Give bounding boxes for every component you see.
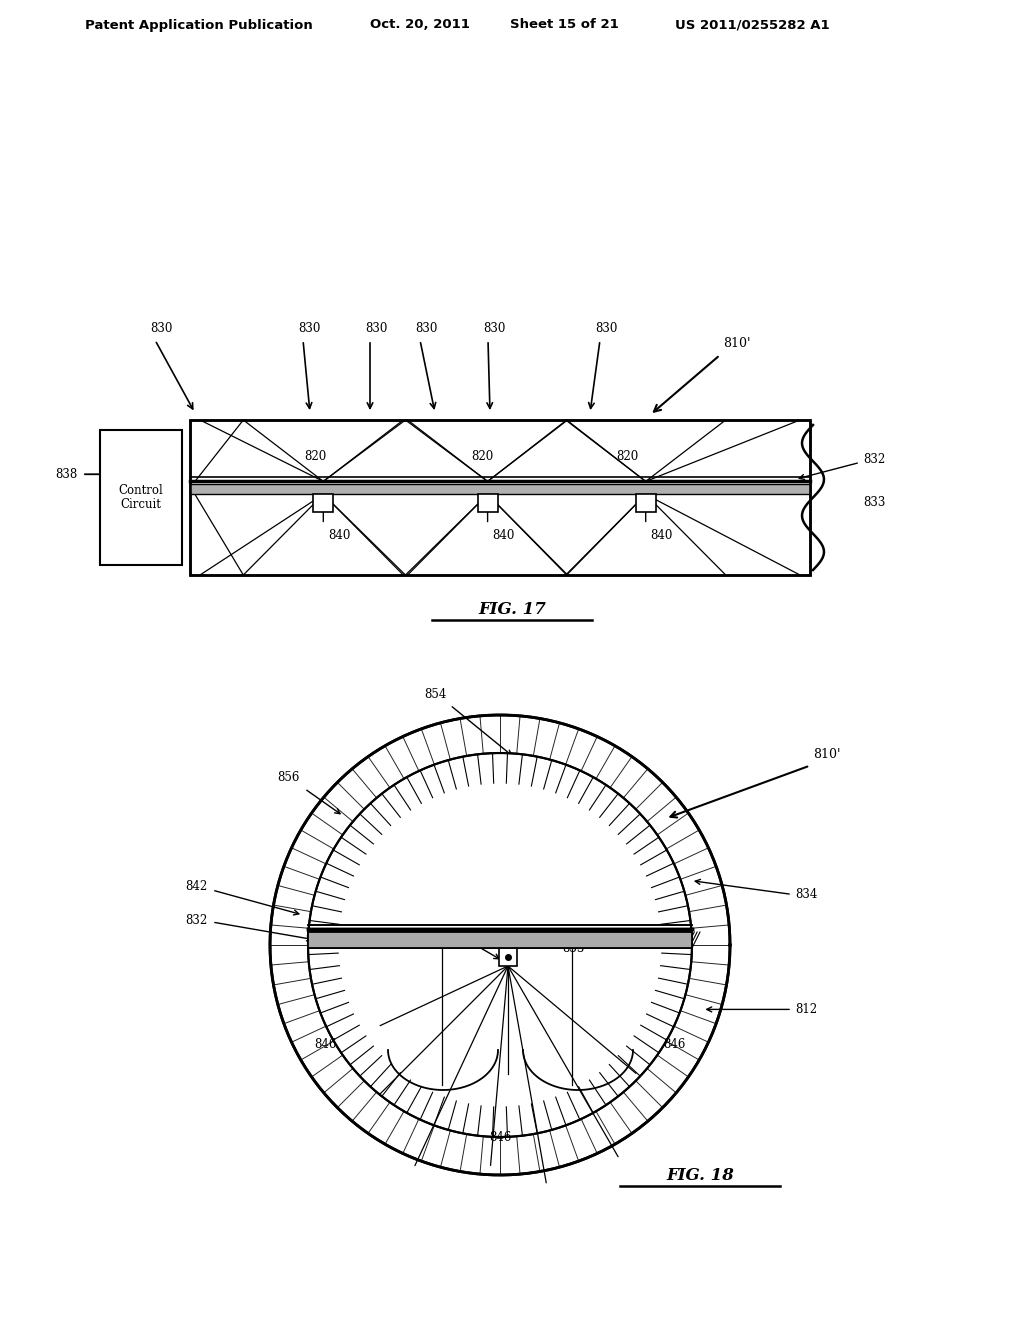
Text: 833: 833 bbox=[863, 496, 886, 510]
Text: Patent Application Publication: Patent Application Publication bbox=[85, 18, 312, 32]
Bar bbox=[477, 495, 498, 512]
Text: Oct. 20, 2011: Oct. 20, 2011 bbox=[370, 18, 470, 32]
Text: 840: 840 bbox=[650, 529, 673, 543]
Text: US 2011/0255282 A1: US 2011/0255282 A1 bbox=[675, 18, 829, 32]
Text: 833: 833 bbox=[562, 941, 585, 954]
Text: FIG. 17: FIG. 17 bbox=[478, 602, 546, 619]
Text: 830: 830 bbox=[150, 322, 172, 335]
Polygon shape bbox=[308, 752, 692, 945]
Text: 846: 846 bbox=[314, 1039, 337, 1052]
Text: 838: 838 bbox=[55, 467, 78, 480]
Text: 820: 820 bbox=[522, 933, 544, 946]
Text: 832: 832 bbox=[185, 913, 208, 927]
Text: 810': 810' bbox=[813, 748, 841, 762]
Bar bbox=[190, 484, 810, 495]
Bar bbox=[308, 932, 692, 948]
Text: 840: 840 bbox=[493, 529, 515, 543]
Text: 846: 846 bbox=[488, 1131, 511, 1144]
Text: 820: 820 bbox=[304, 450, 327, 463]
Text: 842: 842 bbox=[185, 880, 208, 894]
Text: 830: 830 bbox=[595, 322, 617, 335]
Text: 830: 830 bbox=[298, 322, 321, 335]
Polygon shape bbox=[308, 752, 692, 1137]
Text: Control
Circuit: Control Circuit bbox=[119, 483, 164, 511]
Text: 812: 812 bbox=[795, 1003, 817, 1016]
Text: 830: 830 bbox=[365, 322, 387, 335]
Bar bbox=[499, 948, 517, 966]
Text: 832: 832 bbox=[863, 453, 886, 466]
Text: 834: 834 bbox=[795, 888, 817, 900]
Text: 830: 830 bbox=[415, 322, 437, 335]
Text: 850: 850 bbox=[433, 920, 456, 933]
Text: FIG. 18: FIG. 18 bbox=[666, 1167, 734, 1184]
Text: 830: 830 bbox=[483, 322, 506, 335]
Text: 854: 854 bbox=[425, 688, 447, 701]
Bar bbox=[313, 495, 333, 512]
Text: 820: 820 bbox=[471, 450, 494, 463]
Bar bbox=[190, 420, 810, 576]
Text: 814: 814 bbox=[530, 857, 552, 870]
Text: 820: 820 bbox=[616, 450, 639, 463]
Text: 846: 846 bbox=[664, 1039, 686, 1052]
Text: 856: 856 bbox=[278, 771, 300, 784]
Text: 810': 810' bbox=[723, 337, 751, 350]
Text: 840: 840 bbox=[329, 529, 350, 543]
Bar bbox=[100, 430, 182, 565]
Bar bbox=[308, 932, 692, 948]
Bar bbox=[636, 495, 655, 512]
Text: Sheet 15 of 21: Sheet 15 of 21 bbox=[510, 18, 618, 32]
Bar bbox=[190, 420, 810, 576]
